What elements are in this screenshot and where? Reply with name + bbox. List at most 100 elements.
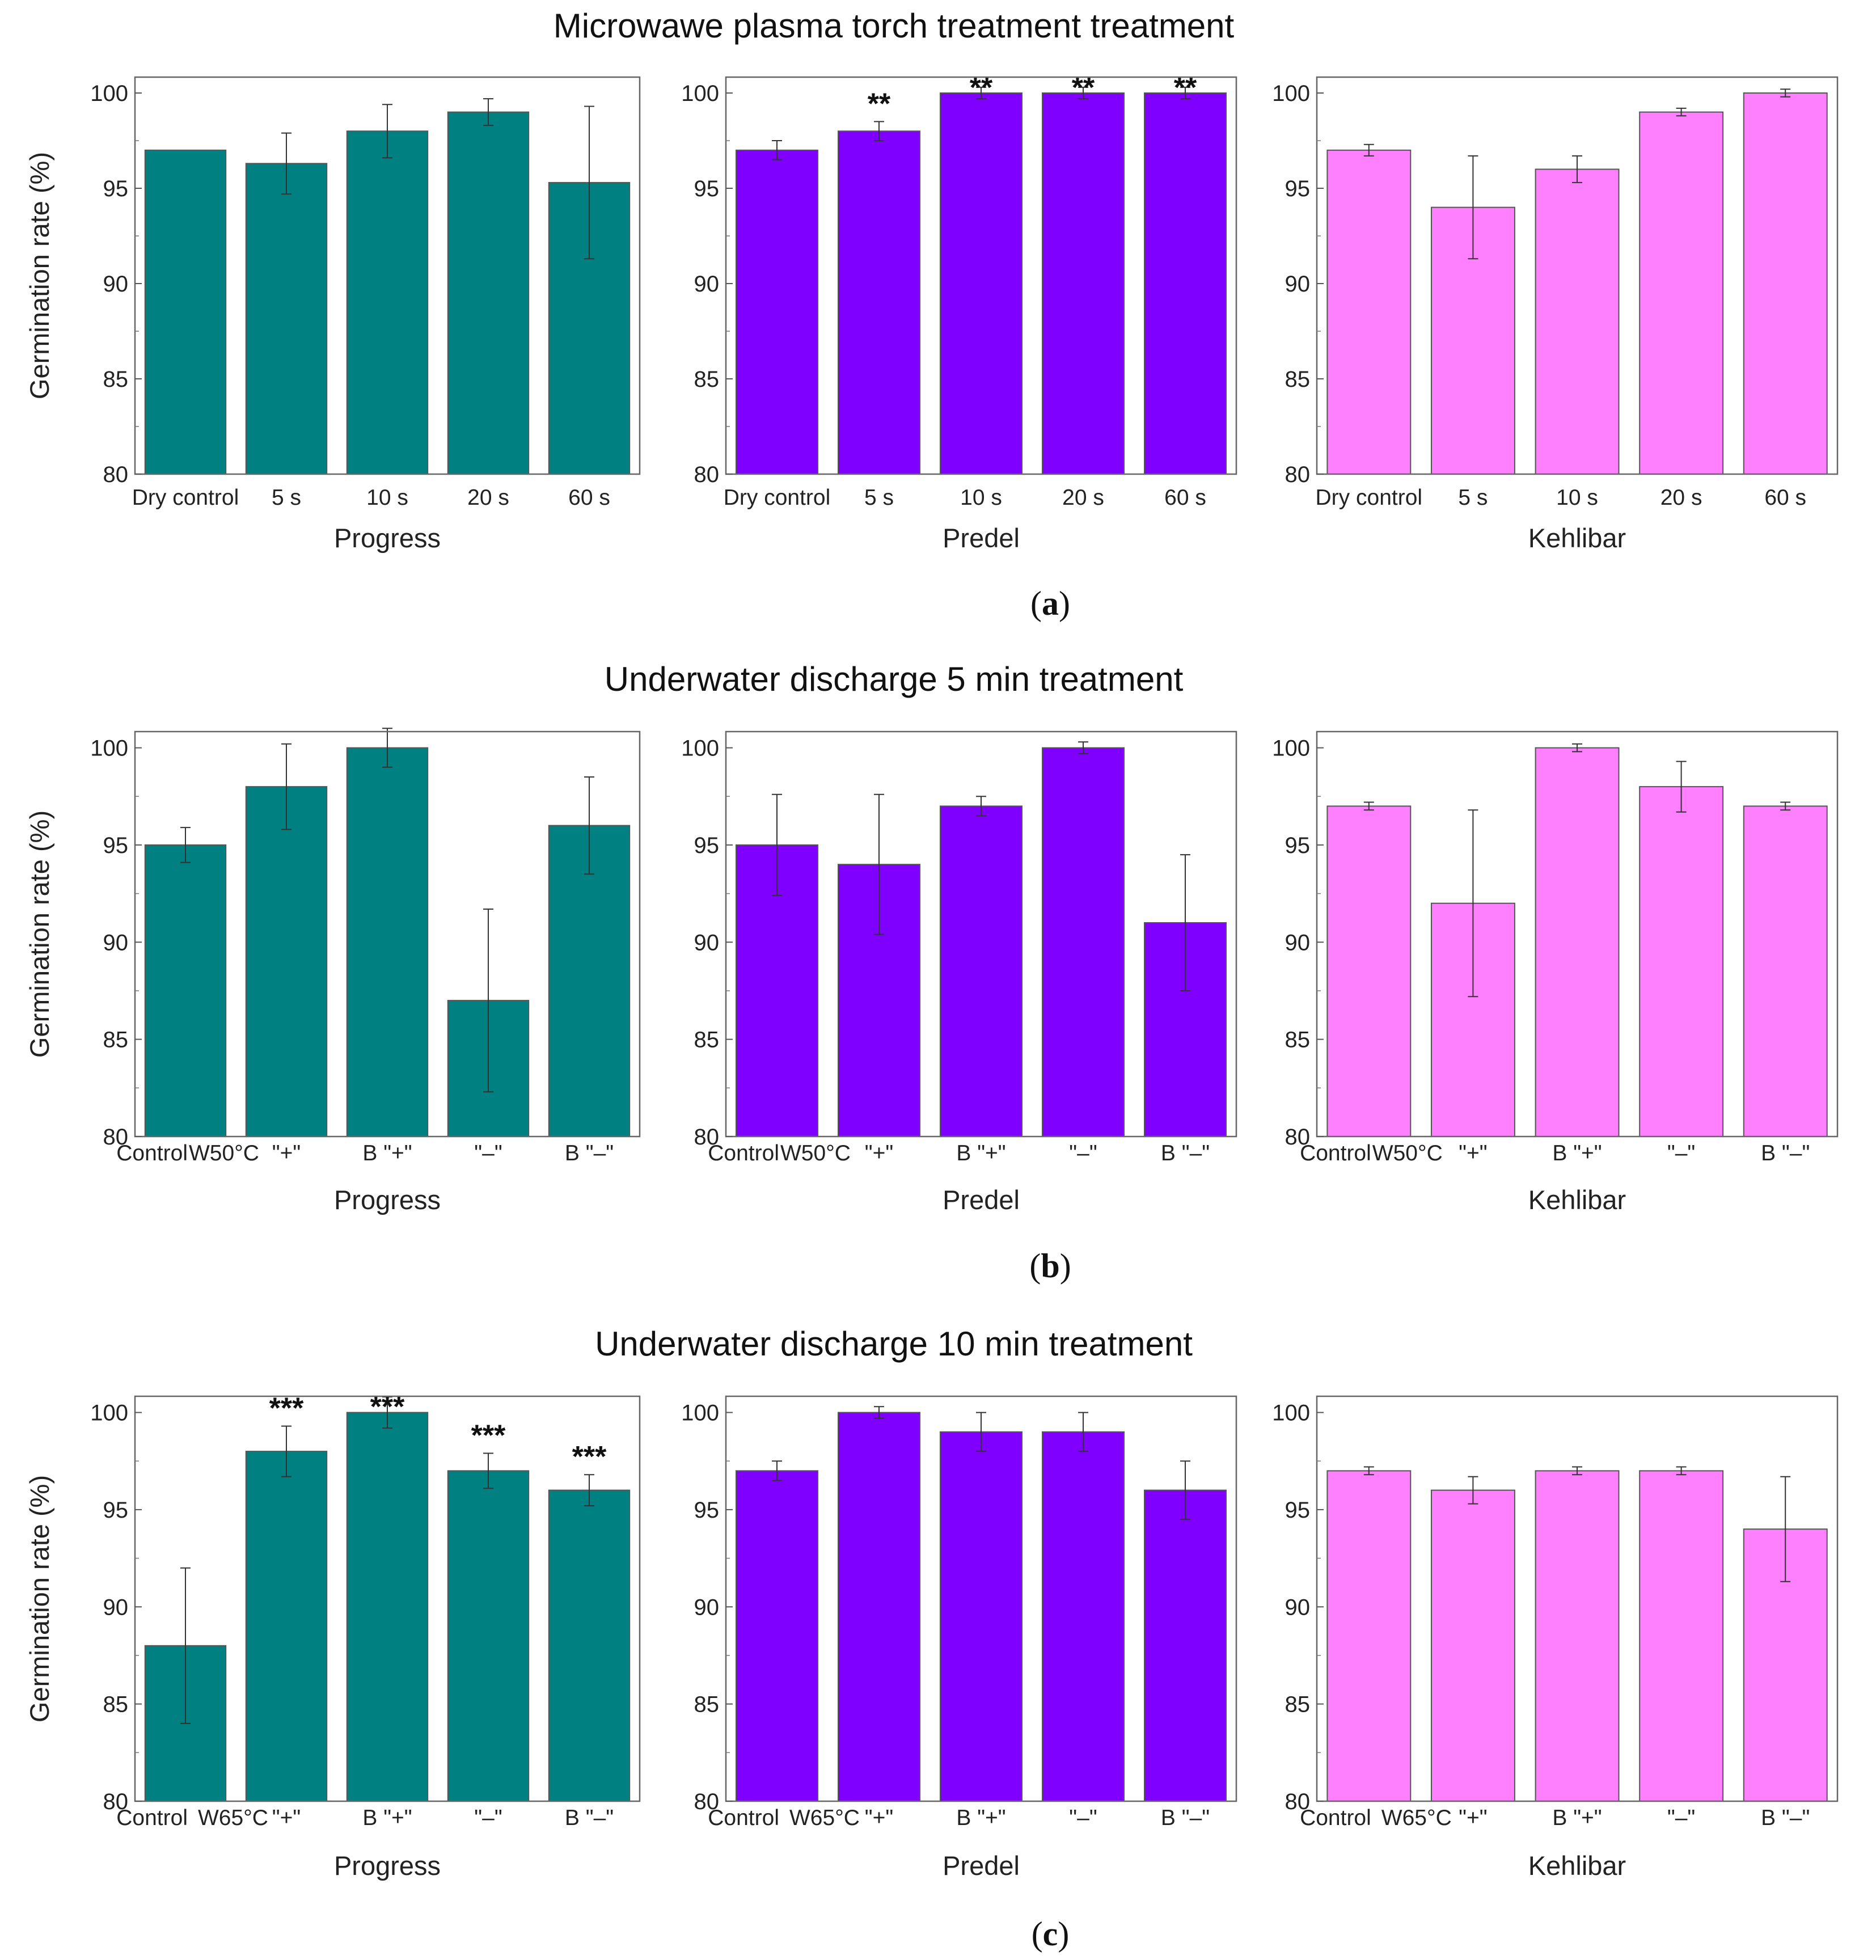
chart-7-ytick-label-0: 80: [694, 1789, 720, 1814]
chart-0-ytick-label-3: 95: [103, 176, 129, 201]
chart-3-ytick-label-3: 95: [103, 833, 129, 858]
chart-2-bar-2: [1535, 168, 1620, 475]
row-title-b: Underwater discharge 5 min treatment: [605, 660, 1184, 698]
chart-1-bar-2: [940, 92, 1022, 475]
chart-0-ytick-label-2: 90: [103, 272, 129, 297]
chart-5-frame: [1316, 730, 1839, 1138]
chart-3-xtick-label-1: W50°C: [189, 1141, 259, 1165]
chart-8-ytick-label-4: 100: [1272, 1401, 1310, 1426]
chart-1-significance-3: **: [1072, 71, 1095, 104]
chart-7-bar-1: [838, 1412, 920, 1802]
chart-8: 80 85 90 95 100 Control W65°C "+" B "+" "–" B "–" K…: [1272, 1395, 1839, 1881]
chart-0: 80 85 90 95 100 Dry control 5 s 10 s 20 s 60 s Pro…: [24, 76, 641, 553]
chart-8-bar-2: [1535, 1470, 1620, 1802]
chart-5-xtick-label-3: B "+": [1552, 1141, 1602, 1165]
chart-3-ytick-label-1: 85: [103, 1028, 129, 1053]
chart-1-bar-1: [838, 130, 920, 475]
chart-4: 80 85 90 95 100 Control W50°C "+" B "+" "–" B "–" P…: [681, 730, 1237, 1215]
chart-7-xtick-label-3: B "+": [956, 1806, 1005, 1830]
chart-5-xtick-label-0: Control: [1300, 1141, 1371, 1165]
chart-0-bar-3: [447, 111, 530, 475]
chart-6-frame: [134, 1395, 641, 1802]
panel-label-b: (b): [1029, 1247, 1071, 1285]
chart-3-bar-1: [245, 786, 328, 1137]
chart-0-ylabel: Germination rate (%): [24, 152, 54, 399]
chart-6-xtick-label-3: B "+": [362, 1806, 412, 1830]
charts-group: 80 85 90 95 100 Dry control 5 s 10 s 20 s 60 s Pro…: [24, 71, 1839, 1881]
chart-3: 80 85 90 95 100 Control W50°C "+" B "+" "–" B "–" P…: [24, 728, 641, 1215]
chart-7-ytick-label-4: 100: [681, 1401, 719, 1426]
chart-2-bar-0: [1326, 149, 1412, 475]
chart-0-xlabel: Progress: [334, 523, 441, 553]
chart-1-significance-2: **: [970, 71, 993, 104]
chart-1-bar-4: [1144, 92, 1227, 475]
chart-7-xtick-label-2: "+": [865, 1806, 893, 1830]
chart-4-ytick-label-1: 85: [694, 1028, 720, 1053]
panel-label-b-letter: b: [1041, 1247, 1059, 1285]
chart-1-xtick-label-4: 60 s: [1164, 485, 1206, 510]
chart-2-frame: [1316, 76, 1839, 475]
chart-7-xtick-label-1: W65°C: [789, 1806, 860, 1830]
chart-1-xtick-label-1: 5 s: [864, 485, 894, 510]
chart-4-xtick-label-1: W50°C: [780, 1141, 851, 1165]
chart-2-xtick-label-1: 5 s: [1458, 485, 1488, 510]
chart-1-ytick-label-3: 95: [694, 176, 720, 201]
chart-6-significance-1: ***: [269, 1392, 304, 1425]
chart-4-xtick-label-4: "–": [1069, 1141, 1097, 1165]
chart-6-xtick-label-1: W65°C: [198, 1806, 268, 1830]
chart-1-ytick-label-0: 80: [694, 462, 720, 487]
chart-8-ytick-label-3: 95: [1285, 1498, 1311, 1523]
chart-6-bar-4: [548, 1489, 631, 1802]
chart-6-xtick-label-5: B "–": [565, 1806, 614, 1830]
chart-6-xtick-label-2: "+": [272, 1806, 301, 1830]
chart-8-xtick-label-0: Control: [1300, 1806, 1371, 1830]
chart-3-bar-2: [346, 747, 429, 1137]
chart-6-ytick-label-3: 95: [103, 1498, 129, 1523]
chart-7-ytick-label-3: 95: [694, 1498, 720, 1523]
chart-4-xtick-label-0: Control: [708, 1141, 779, 1165]
chart-6-ytick-label-1: 85: [103, 1692, 129, 1717]
panel-label-a-letter: a: [1042, 585, 1059, 622]
chart-6-xtick-label-0: Control: [116, 1806, 188, 1830]
chart-1-xtick-label-3: 20 s: [1062, 485, 1104, 510]
chart-4-frame: [725, 730, 1237, 1138]
chart-1-bar-3: [1042, 92, 1125, 475]
chart-0-xtick-label-0: Dry control: [132, 485, 239, 510]
chart-7-xtick-label-0: Control: [708, 1806, 779, 1830]
chart-8-xtick-label-3: B "+": [1552, 1806, 1602, 1830]
chart-8-xtick-label-2: "+": [1459, 1806, 1487, 1830]
panel-label-c: (c): [1032, 1915, 1070, 1953]
chart-6-significance-2: ***: [370, 1391, 405, 1423]
chart-6-xlabel: Progress: [334, 1851, 441, 1881]
chart-7-bar-2: [940, 1431, 1022, 1802]
chart-5-bar-3: [1639, 786, 1724, 1137]
chart-1-bar-0: [736, 149, 818, 475]
chart-0-bar-1: [245, 163, 328, 475]
chart-8-bar-3: [1639, 1470, 1724, 1802]
chart-2-xtick-label-4: 60 s: [1764, 485, 1806, 510]
chart-3-xlabel: Progress: [334, 1185, 441, 1215]
chart-0-xtick-label-1: 5 s: [272, 485, 301, 510]
chart-7: 80 85 90 95 100 Control W65°C "+" B "+" "–" B "–" P…: [681, 1395, 1237, 1881]
chart-3-xtick-label-4: "–": [474, 1141, 502, 1165]
chart-1-xlabel: Predel: [943, 523, 1020, 553]
row-title-c: Underwater discharge 10 min treatment: [595, 1325, 1193, 1363]
chart-2: 80 85 90 95 100 Dry control 5 s 10 s 20 s 60 s Keh…: [1272, 76, 1839, 553]
chart-2-xtick-label-3: 20 s: [1660, 485, 1702, 510]
chart-1-significance-1: **: [868, 87, 891, 120]
chart-8-xtick-label-5: B "–": [1761, 1806, 1810, 1830]
chart-7-ytick-label-2: 90: [694, 1595, 720, 1620]
chart-5-ytick-label-0: 80: [1285, 1125, 1311, 1150]
chart-5-xtick-label-5: B "–": [1761, 1141, 1810, 1165]
chart-5-bar-2: [1535, 747, 1620, 1137]
chart-6-ylabel: Germination rate (%): [24, 1475, 54, 1722]
chart-5-ytick-label-4: 100: [1272, 736, 1310, 761]
chart-1: ** ** ** ** 80 85 90 95 100 Dry control 5 s 10 s 20 …: [681, 71, 1237, 553]
chart-0-frame: [134, 76, 641, 475]
chart-0-bar-2: [346, 130, 429, 475]
chart-4-ytick-label-0: 80: [694, 1125, 720, 1150]
chart-8-xtick-label-4: "–": [1667, 1806, 1695, 1830]
chart-3-ytick-label-0: 80: [103, 1125, 129, 1150]
chart-4-xtick-label-5: B "–": [1161, 1141, 1210, 1165]
